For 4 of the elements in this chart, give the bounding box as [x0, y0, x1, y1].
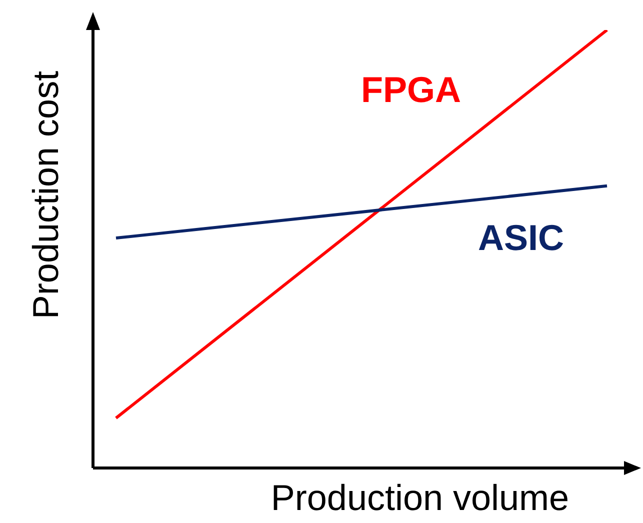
y-axis-title: Production cost	[25, 70, 66, 320]
series-label: FPGA	[360, 69, 462, 110]
series-label: ASIC	[478, 217, 564, 258]
x-axis-title: Production volume	[270, 477, 570, 518]
